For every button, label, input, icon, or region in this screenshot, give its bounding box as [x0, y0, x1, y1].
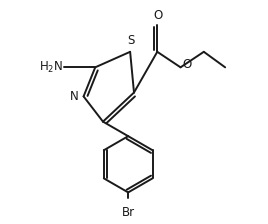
Text: H$_2$N: H$_2$N — [39, 60, 63, 75]
Text: O: O — [183, 58, 192, 71]
Text: Br: Br — [122, 206, 135, 219]
Text: O: O — [154, 9, 163, 22]
Text: N: N — [70, 90, 79, 103]
Text: S: S — [127, 34, 135, 47]
